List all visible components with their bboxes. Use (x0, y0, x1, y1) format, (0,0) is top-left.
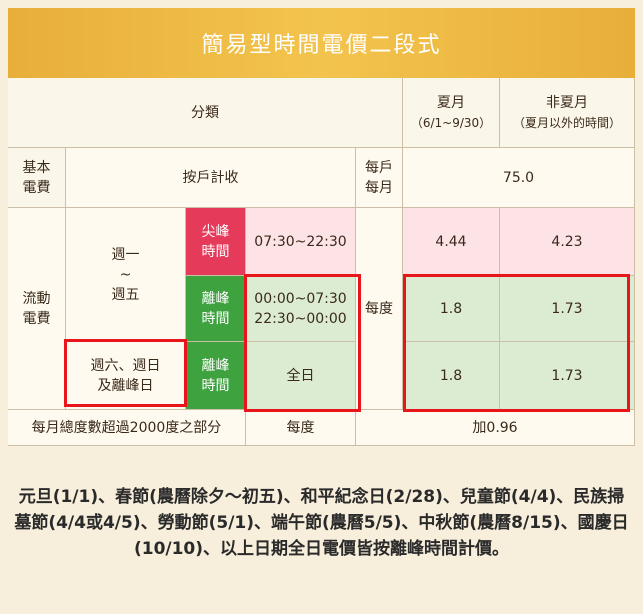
category-header: 分類 (8, 78, 403, 148)
peak-label: 尖峰 時間 (186, 208, 246, 276)
holiday-note: 元旦(1/1)、春節(農曆除夕～初五)、和平紀念日(2/28)、兒童節(4/4)… (14, 487, 629, 559)
table-title: 簡易型時間電價二段式 (8, 8, 635, 78)
flow-fee-label: 流動 電費 (8, 208, 66, 410)
weekend-offpeak-label: 離峰 時間 (186, 342, 246, 410)
excess-unit: 每度 (246, 410, 356, 446)
rate-table-card: 簡易型時間電價二段式 分類 夏月 （6/1~9/30） 非夏月 （夏月以外的時間… (8, 8, 635, 446)
offpeak-label: 離峰 時間 (186, 276, 246, 342)
peak-summer-rate: 4.44 (403, 208, 500, 276)
nonsummer-header: 非夏月 （夏月以外的時間） (500, 78, 635, 148)
summer-label: 夏月 (437, 94, 465, 111)
basic-fee-unit: 每戶 每月 (356, 148, 403, 208)
weekend-summer-rate: 1.8 (403, 342, 500, 410)
allday-time: 全日 (246, 342, 356, 410)
basic-fee-value: 75.0 (403, 148, 635, 208)
summer-range: （6/1~9/30） (410, 115, 492, 130)
excess-label: 每月總度數超過2000度之部分 (8, 410, 246, 446)
peak-time: 07:30~22:30 (246, 208, 356, 276)
basic-fee-charge: 按戶計收 (66, 148, 356, 208)
nonsummer-range: （夏月以外的時間） (512, 115, 621, 130)
basic-fee-label: 基本 電費 (8, 148, 66, 208)
offpeak-time: 00:00~07:30 22:30~00:00 (246, 276, 356, 342)
weekend-nonsummer-rate: 1.73 (500, 342, 635, 410)
weekday-label: 週一 ~ 週五 (66, 208, 186, 342)
offpeak-nonsummer-rate: 1.73 (500, 276, 635, 342)
rate-table: 分類 夏月 （6/1~9/30） 非夏月 （夏月以外的時間） 基本 電費 按戶計收… (8, 8, 635, 446)
peak-nonsummer-rate: 4.23 (500, 208, 635, 276)
offpeak-summer-rate: 1.8 (403, 276, 500, 342)
summer-header: 夏月 （6/1~9/30） (403, 78, 500, 148)
nonsummer-label: 非夏月 (546, 94, 588, 111)
weekend-label: 週六、週日 及離峰日 (66, 342, 186, 410)
flow-fee-unit: 每度 (356, 208, 403, 410)
excess-value: 加0.96 (356, 410, 635, 446)
